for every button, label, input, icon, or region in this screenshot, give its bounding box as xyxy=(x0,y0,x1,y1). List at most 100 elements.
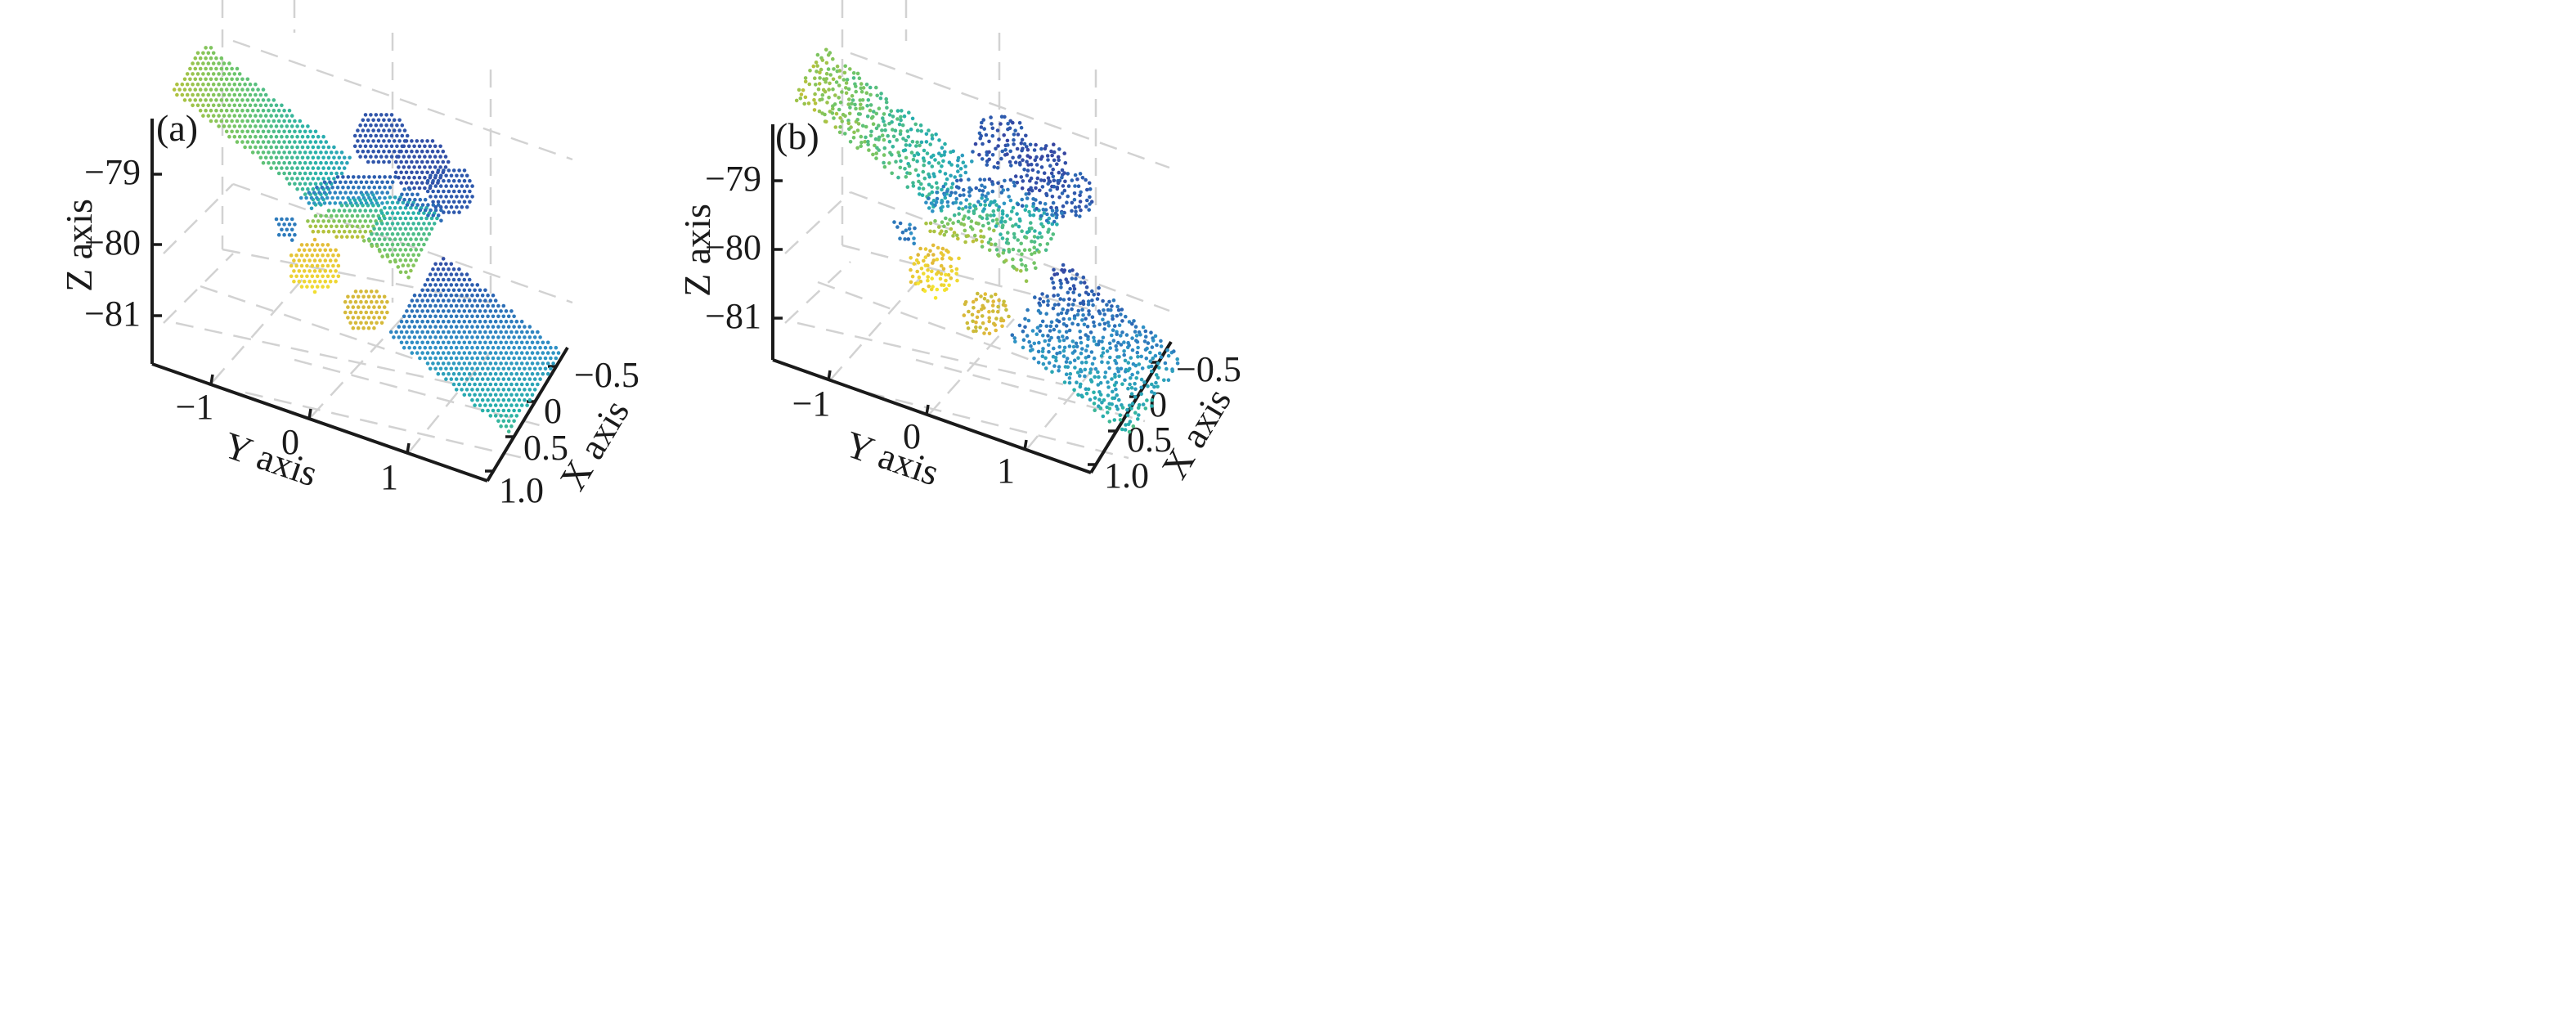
data-point xyxy=(840,119,844,123)
data-point xyxy=(926,275,930,279)
data-point xyxy=(449,262,454,267)
data-point xyxy=(1008,177,1013,182)
data-point xyxy=(990,218,995,223)
data-point xyxy=(245,98,250,102)
data-point xyxy=(939,272,944,276)
data-point xyxy=(1075,344,1079,349)
data-point xyxy=(935,196,940,201)
data-point xyxy=(397,197,402,202)
data-point xyxy=(483,351,487,355)
data-point xyxy=(243,114,247,118)
data-point xyxy=(451,299,456,303)
data-point xyxy=(460,303,464,308)
data-point xyxy=(1133,387,1138,392)
data-point xyxy=(311,177,316,181)
data-point xyxy=(890,171,894,176)
data-point xyxy=(337,155,342,160)
data-point xyxy=(1020,148,1024,153)
data-point xyxy=(1115,407,1120,411)
data-point xyxy=(361,203,365,208)
data-point xyxy=(211,103,216,108)
data-point xyxy=(934,132,938,137)
data-point xyxy=(1061,307,1065,312)
data-point xyxy=(530,330,535,334)
data-point xyxy=(382,149,386,154)
data-point xyxy=(444,356,448,361)
data-point xyxy=(402,144,406,149)
data-point xyxy=(188,88,192,92)
data-point xyxy=(433,325,438,329)
data-point xyxy=(1031,201,1036,206)
data-point xyxy=(343,191,348,195)
data-point xyxy=(927,175,931,179)
data-point xyxy=(316,229,321,234)
data-point xyxy=(1073,205,1078,209)
data-point xyxy=(858,98,862,102)
data-point xyxy=(1001,318,1006,323)
data-point xyxy=(395,133,399,138)
data-point xyxy=(930,185,934,189)
data-point xyxy=(280,124,284,128)
data-point xyxy=(403,205,408,210)
data-point xyxy=(1075,380,1079,385)
data-point xyxy=(235,98,240,102)
data-point xyxy=(987,150,991,155)
data-point xyxy=(295,134,299,139)
z-tick-label: −79 xyxy=(705,159,761,199)
data-point xyxy=(358,219,362,223)
data-point xyxy=(219,77,224,82)
data-point xyxy=(188,77,192,82)
data-point xyxy=(924,140,929,144)
data-point xyxy=(987,309,991,314)
data-point xyxy=(274,124,279,128)
data-point xyxy=(429,173,433,178)
data-point xyxy=(509,309,514,313)
data-point xyxy=(486,345,490,350)
data-point xyxy=(935,287,940,292)
data-point xyxy=(287,222,292,227)
data-point xyxy=(946,249,950,254)
data-point xyxy=(417,144,422,149)
data-point xyxy=(1025,145,1029,149)
data-point xyxy=(1012,138,1016,142)
data-point xyxy=(478,319,482,324)
data-point xyxy=(316,155,321,160)
data-point xyxy=(409,205,413,210)
data-point xyxy=(359,180,364,185)
data-point xyxy=(336,263,341,268)
data-point xyxy=(891,128,895,132)
data-point xyxy=(493,361,498,366)
data-point xyxy=(287,171,292,176)
data-point xyxy=(892,220,896,224)
data-point xyxy=(1085,187,1089,192)
data-point xyxy=(1036,361,1041,365)
data-point xyxy=(460,204,464,209)
data-point xyxy=(1106,321,1111,325)
data-point xyxy=(858,112,862,116)
data-point xyxy=(486,388,490,392)
data-point xyxy=(1149,364,1154,369)
data-point xyxy=(256,108,260,113)
data-point xyxy=(1060,175,1064,180)
data-point xyxy=(496,366,500,371)
data-point xyxy=(354,180,358,185)
data-point xyxy=(499,382,503,387)
data-point xyxy=(1033,295,1037,299)
data-point xyxy=(851,76,856,80)
data-point xyxy=(422,222,426,226)
data-point xyxy=(1122,340,1126,344)
data-point xyxy=(905,185,910,189)
data-point xyxy=(960,153,965,158)
data-point xyxy=(256,140,260,144)
data-point xyxy=(939,153,944,158)
data-point xyxy=(206,114,211,118)
data-point xyxy=(869,129,873,134)
data-point xyxy=(808,69,812,73)
data-point xyxy=(478,361,482,366)
data-point xyxy=(823,89,828,94)
data-point xyxy=(308,182,312,186)
data-point xyxy=(1022,248,1027,253)
data-point xyxy=(464,377,469,381)
data-point xyxy=(295,124,299,128)
data-point xyxy=(901,137,905,141)
